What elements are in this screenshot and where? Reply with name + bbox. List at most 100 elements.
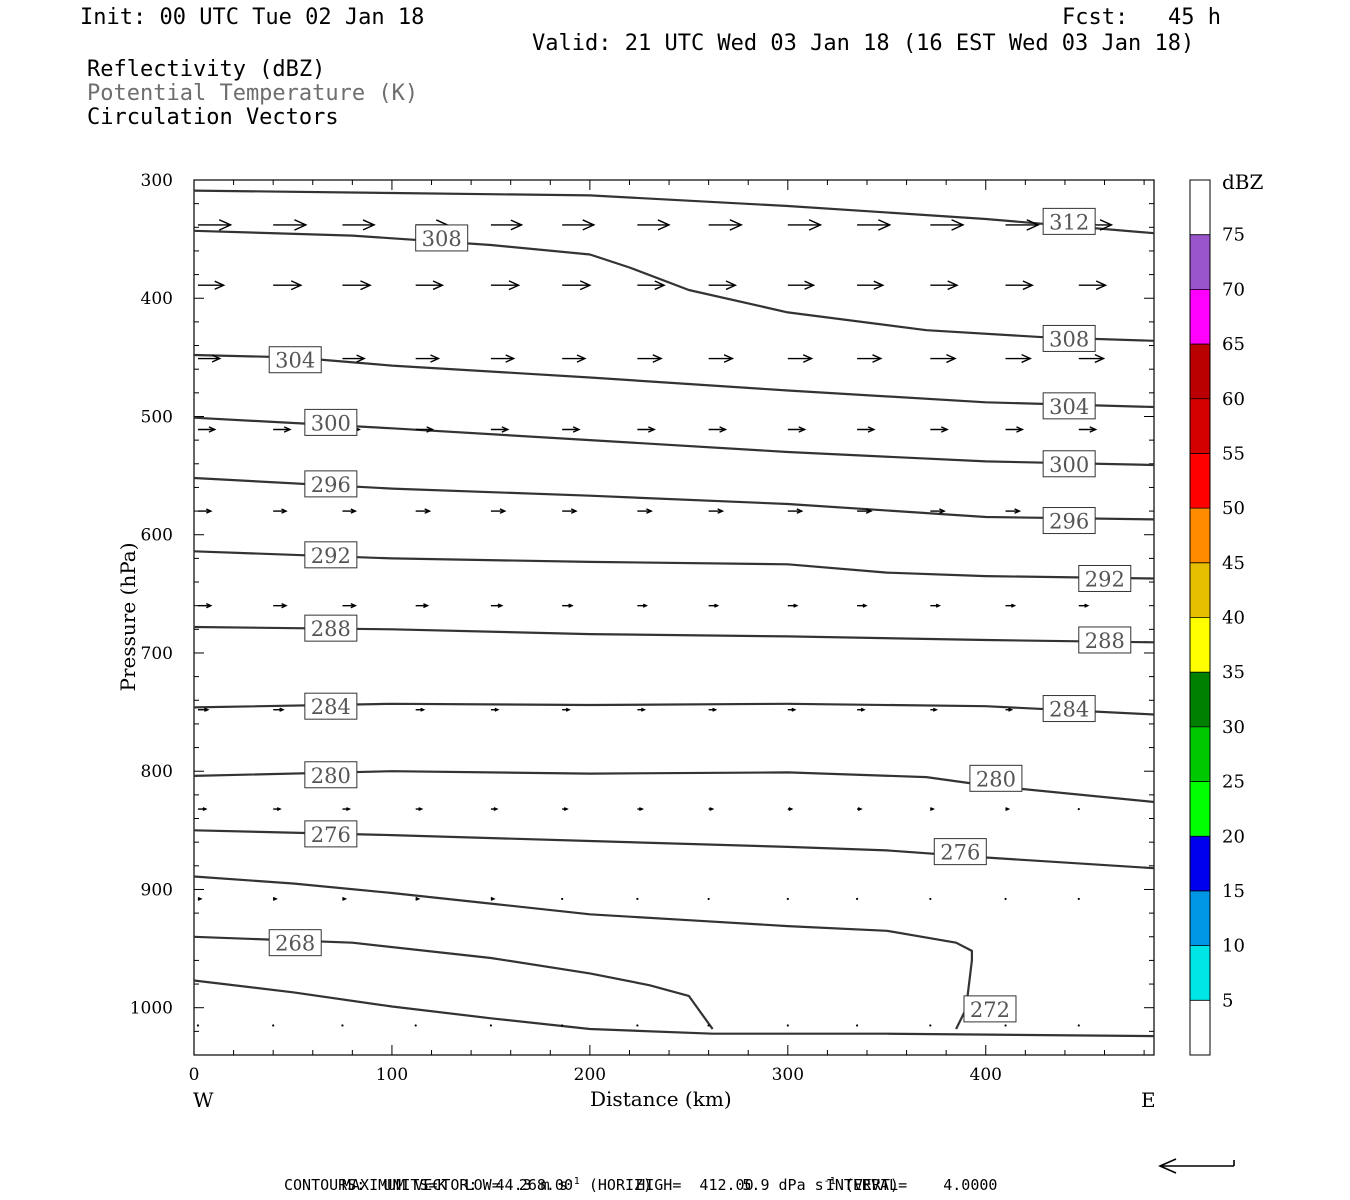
circulation-vector xyxy=(197,807,208,812)
vector-dot xyxy=(1004,897,1007,901)
circulation-vector xyxy=(637,508,653,514)
vector-dot xyxy=(929,1024,932,1027)
max-vector-vert-unit: (VERT) xyxy=(844,1176,899,1194)
x-tick-label: 100 xyxy=(376,1065,408,1085)
circulation-vector xyxy=(273,426,292,433)
theta-contour-268 xyxy=(193,935,714,1030)
circulation-vector xyxy=(1078,280,1108,291)
contour-label-308: 308 xyxy=(1049,327,1089,351)
max-vector-horiz-unit: (HORIZ) xyxy=(588,1176,653,1194)
field-label-theta: Potential Temperature (K) xyxy=(87,81,419,106)
x-tick-label: 400 xyxy=(970,1065,1002,1085)
colorbar-tick-label: 30 xyxy=(1222,717,1245,738)
contour-label-box xyxy=(304,820,358,848)
max-vector-label: MAXIMUM VECTOR: xyxy=(342,1176,478,1194)
colorbar-tick-label: 5 xyxy=(1222,990,1233,1011)
circulation-vector xyxy=(342,280,372,291)
colorbar-tick-label: 70 xyxy=(1222,279,1245,300)
circulation-vector xyxy=(562,280,592,291)
colorbar-swatch xyxy=(1190,781,1210,837)
y-tick-label: 500 xyxy=(141,407,173,427)
circulation-vector xyxy=(637,354,663,363)
contour-label-280: 280 xyxy=(311,764,351,788)
contour-label-284: 284 xyxy=(311,695,351,719)
circulation-vector xyxy=(708,707,718,712)
circulation-vector xyxy=(857,603,868,608)
colorbar-tick-label: 55 xyxy=(1222,443,1245,464)
circulation-vector xyxy=(272,896,278,901)
circulation-vector xyxy=(562,354,587,363)
circulation-vector xyxy=(415,508,432,514)
circulation-vector xyxy=(1078,354,1106,364)
circulation-vector xyxy=(637,707,647,712)
contour-label-308: 308 xyxy=(422,227,462,251)
circulation-vector xyxy=(787,219,823,231)
circulation-vector xyxy=(637,603,648,608)
circulation-vector xyxy=(637,280,666,291)
circulation-vector xyxy=(1005,603,1017,608)
vector-dot xyxy=(786,897,789,901)
colorbar-tick-label: 35 xyxy=(1222,662,1245,683)
vector-dot xyxy=(929,897,932,901)
field-label-reflectivity: Reflectivity (dBZ) xyxy=(87,57,326,82)
vector-dot xyxy=(707,1024,710,1027)
circulation-vector xyxy=(708,280,738,291)
circulation-vector xyxy=(787,707,797,712)
vector-dot xyxy=(786,1024,789,1027)
theta-contour-272 xyxy=(193,875,974,1030)
circulation-vector xyxy=(490,426,510,433)
theta-contour-296 xyxy=(193,476,1155,521)
vector-dot xyxy=(1004,1024,1007,1027)
circulation-vector xyxy=(415,707,426,712)
circulation-vector xyxy=(637,219,671,231)
vector-dot xyxy=(489,1024,493,1027)
contour-label-296: 296 xyxy=(1049,510,1089,534)
contour-label-box xyxy=(1078,564,1132,592)
field-label-vectors: Circulation Vectors xyxy=(87,105,339,130)
x-axis-east-label: E xyxy=(1141,1088,1156,1112)
contour-label-box xyxy=(933,838,987,866)
contour-label-292: 292 xyxy=(311,544,351,568)
contour-info-line: CONTOURS: UNITS=K LOW= 268.00 HIGH= 412.… xyxy=(284,1176,998,1194)
circulation-vector xyxy=(930,280,959,291)
circulation-vector xyxy=(490,280,521,291)
circulation-vector xyxy=(857,508,873,514)
colorbar-swatch xyxy=(1190,836,1210,891)
circulation-vector xyxy=(930,219,965,231)
axis-ticks: 300 400 500 600 700 800 900 1000 0 100 200 300 400 xyxy=(130,171,1154,1085)
contour-label-box xyxy=(1042,392,1096,420)
circulation-vector xyxy=(197,280,226,290)
contour-label-box xyxy=(304,692,358,720)
colorbar-tick-label: 15 xyxy=(1222,881,1245,902)
circulation-vector xyxy=(1005,707,1014,712)
contour-label-276: 276 xyxy=(311,823,351,847)
circulation-vector xyxy=(787,426,807,433)
colorbar-swatch xyxy=(1190,289,1210,345)
contour-label-272: 272 xyxy=(970,998,1010,1022)
colorbar-tick-label: 25 xyxy=(1222,772,1245,793)
theta-contour-312 xyxy=(193,189,1155,235)
colorbar-swatch xyxy=(1190,1000,1210,1055)
colorbar-swatch xyxy=(1190,726,1210,782)
circulation-vector xyxy=(857,807,863,812)
contour-label-box xyxy=(304,541,358,569)
contour-label-box xyxy=(304,408,358,436)
circulation-vector xyxy=(197,219,233,231)
circulation-vector xyxy=(342,603,358,609)
contour-label-288: 288 xyxy=(1085,629,1125,653)
circulation-vector xyxy=(273,707,285,712)
x-tick-label: 0 xyxy=(189,1065,200,1085)
vector-dot xyxy=(561,1024,564,1027)
contour-label-292: 292 xyxy=(1085,567,1125,591)
theta-contour-304 xyxy=(193,353,1155,409)
plot-border xyxy=(193,179,1155,1056)
contour-label-box xyxy=(1042,507,1096,535)
contour-label-312: 312 xyxy=(1049,210,1089,234)
x-axis-west-label: W xyxy=(193,1088,214,1112)
circulation-vector xyxy=(857,280,885,290)
circulation-vector xyxy=(562,219,596,231)
circulation-vector xyxy=(562,807,569,812)
vector-dot xyxy=(1077,807,1080,811)
theta-contours xyxy=(193,189,1155,1038)
circulation-vector xyxy=(273,807,282,812)
